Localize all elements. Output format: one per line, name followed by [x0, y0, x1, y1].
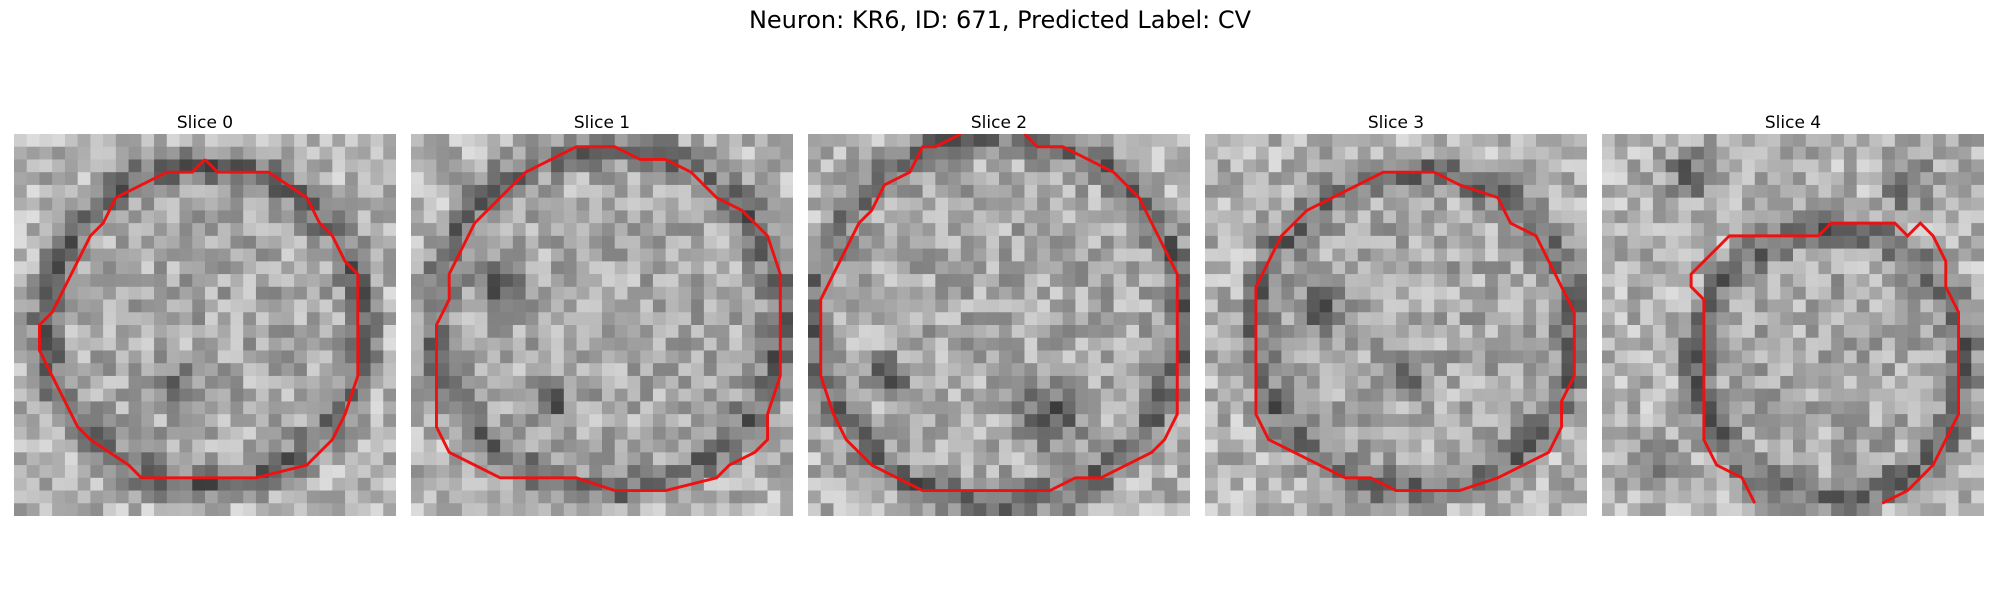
slice-title: Slice 1: [573, 113, 631, 133]
slice-image: [1205, 134, 1587, 516]
slice-panel-3: Slice 3: [1205, 112, 1587, 516]
membrane-contour: [819, 134, 1179, 492]
slice-panel-0: Slice 0: [14, 112, 396, 516]
slice-panel-2: Slice 2: [808, 112, 1190, 516]
membrane-contour: [1254, 170, 1576, 492]
pixel-grid: [1602, 134, 1984, 516]
pixel-grid: [808, 134, 1190, 516]
slice-panel-1: Slice 1: [411, 112, 793, 516]
slice-title: Slice 2: [970, 113, 1028, 133]
slice-image: [14, 134, 396, 516]
slice-image: [808, 134, 1190, 516]
pixel-grid: [411, 134, 793, 516]
slice-image: [411, 134, 793, 516]
slice-title: Slice 3: [1367, 113, 1425, 133]
membrane-contour: [38, 158, 360, 480]
slice-image: [1602, 134, 1984, 516]
pixel-grid: [14, 134, 396, 516]
slice-panel-4: Slice 4: [1602, 112, 1984, 516]
membrane-contour: [435, 145, 782, 492]
pixel-grid: [1205, 134, 1587, 516]
slice-title: Slice 4: [1764, 113, 1822, 133]
figure-title: Neuron: KR6, ID: 671, Predicted Label: C…: [748, 6, 1252, 34]
membrane-contour: [1689, 221, 1960, 505]
slice-title: Slice 0: [176, 113, 234, 133]
